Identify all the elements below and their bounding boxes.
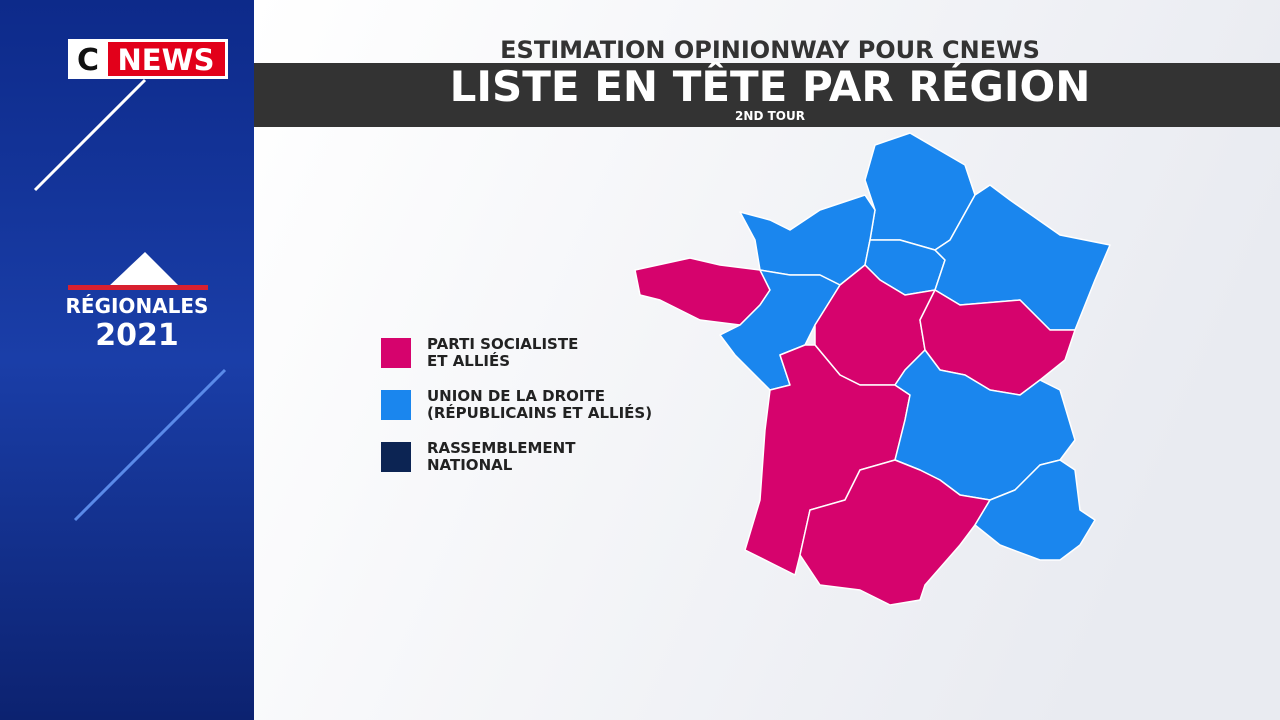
ballot-icon <box>108 252 180 287</box>
region <box>974 459 1096 561</box>
header-kicker: ESTIMATION OPINIONWAY POUR CNEWS <box>500 36 1040 64</box>
sidebar-stripe <box>68 285 208 290</box>
deco-line <box>73 368 227 522</box>
logo-letter: C <box>77 43 99 78</box>
sidebar-label: RÉGIONALES <box>66 294 209 318</box>
legend-swatch <box>381 338 411 368</box>
legend-label: PARTI SOCIALISTE <box>427 335 578 353</box>
legend-label: NATIONAL <box>427 456 513 474</box>
legend-label: RASSEMBLEMENT <box>427 439 576 457</box>
sidebar <box>0 0 254 720</box>
legend-swatch <box>381 390 411 420</box>
logo-red <box>108 42 225 76</box>
region <box>799 459 991 606</box>
map <box>634 132 1111 606</box>
logo-word: NEWS <box>118 43 215 77</box>
legend-label: UNION DE LA DROITE <box>427 387 605 405</box>
legend-swatch <box>381 442 411 472</box>
header-title: LISTE EN TÊTE PAR RÉGION <box>450 61 1091 111</box>
sidebar-year: 2021 <box>95 318 179 353</box>
header-bar <box>254 63 1280 127</box>
header-subtitle: 2ND TOUR <box>735 109 805 123</box>
legend-label: ET ALLIÉS <box>427 351 510 370</box>
deco-line <box>33 78 147 192</box>
legend-label: (RÉPUBLICAINS ET ALLIÉS) <box>427 403 652 422</box>
